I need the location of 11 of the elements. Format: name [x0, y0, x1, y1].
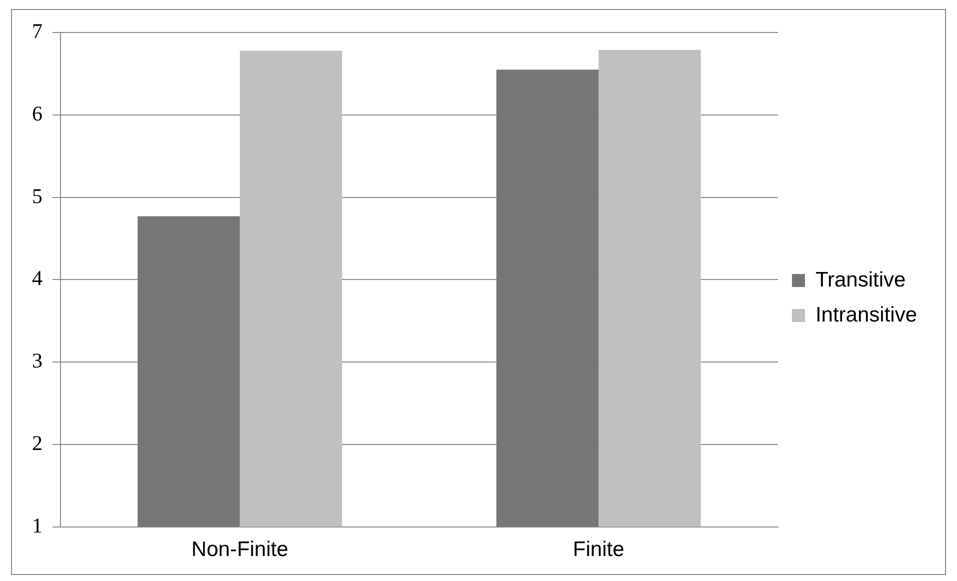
- y-tick-label: 5: [32, 184, 42, 208]
- y-tick-label: 2: [32, 430, 42, 455]
- y-tick-label: 7: [32, 19, 42, 44]
- legend-label: Transitive: [815, 268, 906, 292]
- x-tick-label: Non-Finite: [191, 538, 288, 562]
- y-tick-label: 3: [32, 348, 42, 373]
- legend-label: Intransitive: [815, 303, 917, 326]
- x-tick-label: Finite: [572, 538, 624, 562]
- y-tick-label: 4: [32, 266, 43, 290]
- y-tick-label: 1: [32, 513, 42, 538]
- y-tick-label: 6: [32, 101, 42, 126]
